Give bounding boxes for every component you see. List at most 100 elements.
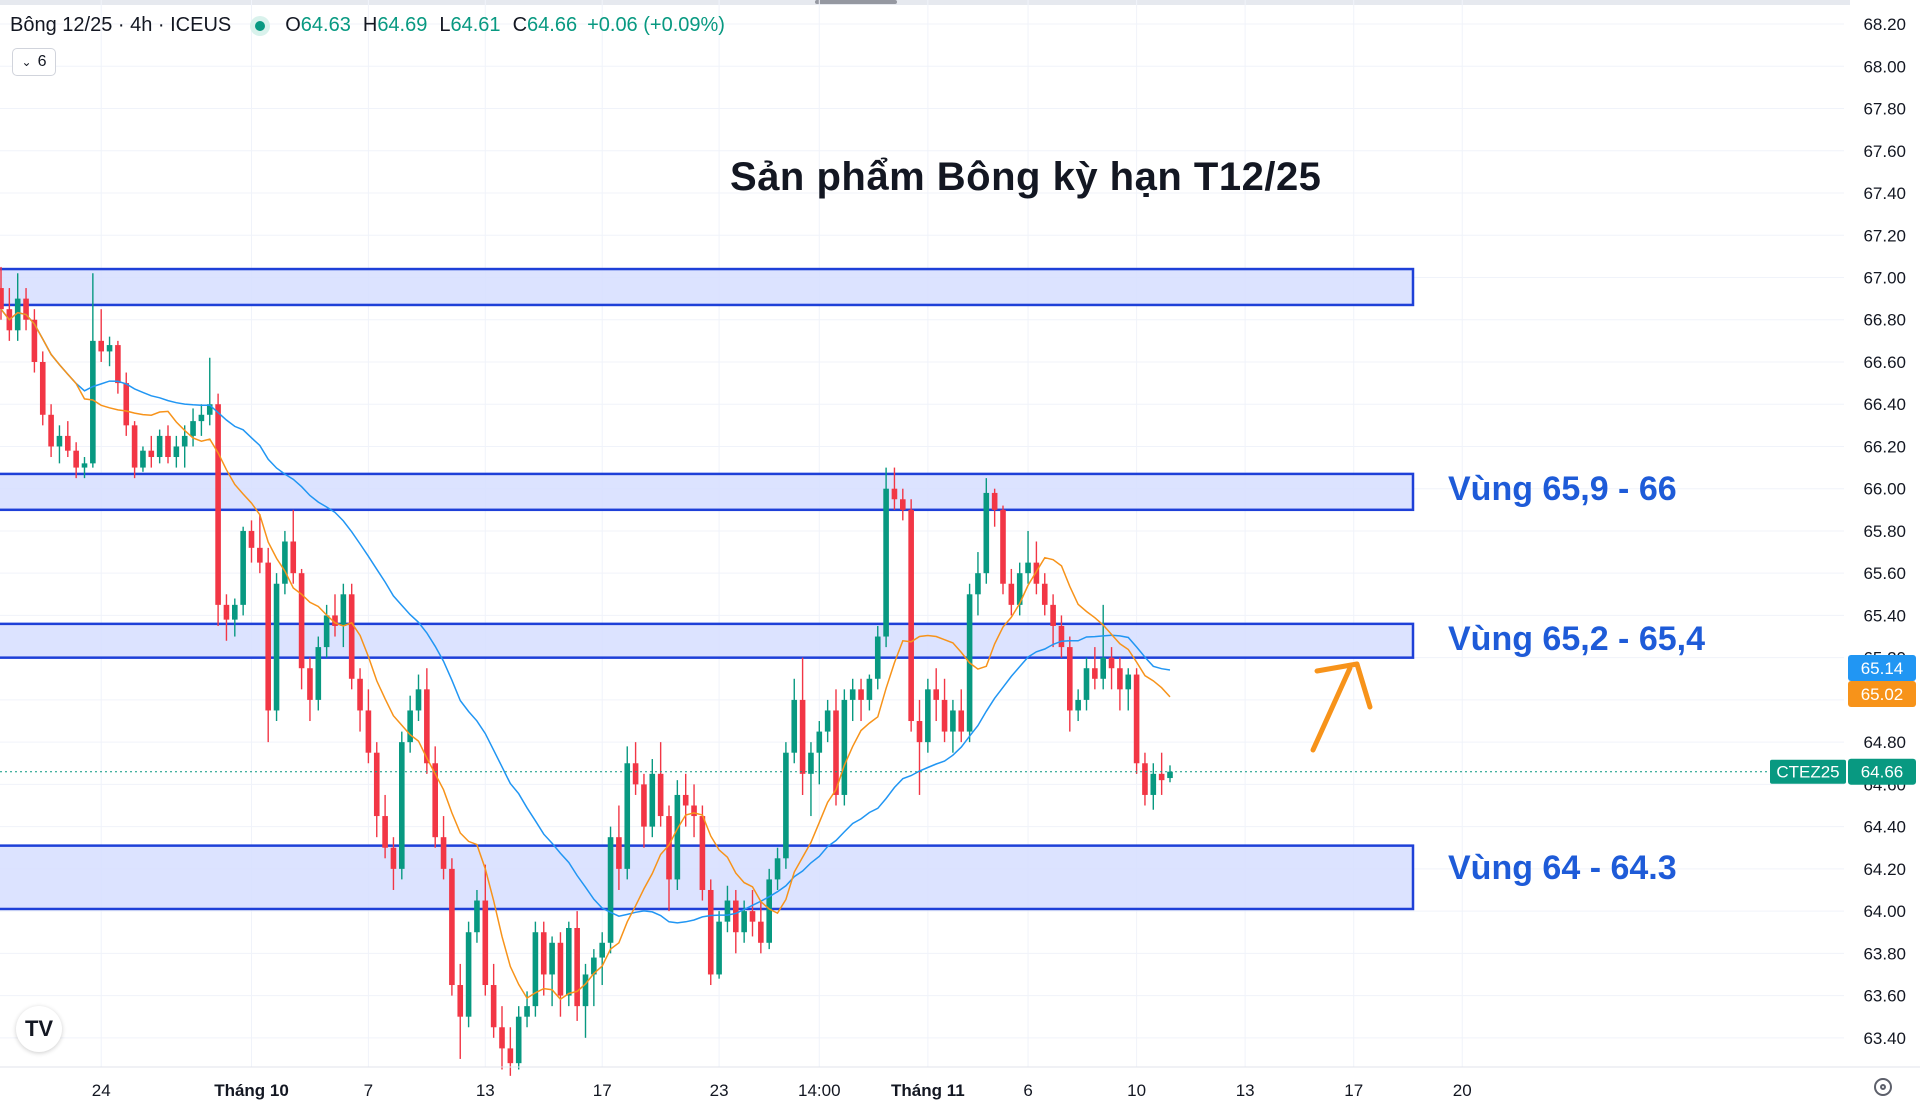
candle-body (265, 562, 271, 711)
candle-body (181, 435, 188, 447)
time-tick-label: 13 (1236, 1081, 1255, 1100)
candle-body (733, 900, 739, 933)
zone-group (0, 267, 1415, 911)
tradingview-logo-icon[interactable]: TV (16, 1006, 62, 1052)
indicators-toggle-button[interactable]: ⌄ 6 (12, 48, 56, 76)
price-tick-label: 67.60 (1863, 142, 1906, 161)
low-value: 64.61 (450, 14, 501, 36)
price-tick-label: 64.40 (1863, 818, 1906, 837)
candle-body (1058, 625, 1065, 648)
indicators-count: 6 (37, 53, 47, 70)
candle-body (858, 689, 864, 700)
candle-body (190, 421, 196, 436)
candle-body (1025, 562, 1031, 574)
candle-body (206, 404, 213, 415)
support-resistance-zone (0, 267, 1415, 307)
candle-body (1033, 562, 1040, 584)
price-tick-label: 65.60 (1863, 564, 1906, 583)
candle-body (348, 594, 355, 679)
candle-body (808, 752, 814, 774)
candle-body (415, 689, 422, 711)
time-tick-label: 20 (1453, 1081, 1472, 1100)
price-tick-label: 64.00 (1863, 902, 1906, 921)
candle-body (198, 414, 205, 422)
candle-body (499, 1027, 505, 1049)
open-label: O (285, 14, 301, 36)
ma-slow-price-tag: 65.14 (1861, 659, 1904, 678)
candle-body (532, 932, 539, 1007)
open-value: 64.63 (300, 14, 351, 36)
candle-body (624, 763, 631, 869)
ma-fast-price-tag-bg (1848, 681, 1916, 707)
candle-body (123, 383, 130, 426)
price-tick-label: 68.00 (1863, 57, 1906, 76)
candle-body (1100, 657, 1106, 679)
candle-body (799, 699, 806, 774)
close-value: 64.66 (527, 14, 578, 36)
price-tick-label: 67.00 (1863, 269, 1906, 288)
price-tick-label: 66.40 (1863, 395, 1906, 414)
last-price-tag-bg (1848, 758, 1916, 785)
candle-body (783, 752, 789, 859)
candle-body (65, 435, 71, 451)
candle-body (390, 847, 397, 869)
settings-gear-icon[interactable] (1874, 1078, 1892, 1096)
candle-body (515, 1016, 522, 1064)
price-tick-label: 63.80 (1863, 944, 1906, 963)
high-value: 64.69 (377, 14, 428, 36)
candle-body (298, 573, 305, 669)
window-drag-bar[interactable] (0, 0, 1920, 5)
candle-body (900, 499, 906, 510)
candle-body (1067, 647, 1073, 711)
candle-body (31, 319, 38, 362)
high-label: H (362, 14, 378, 36)
candle-body (641, 784, 647, 827)
candle-body (749, 911, 756, 922)
candle-body (1133, 674, 1140, 764)
price-tick-label: 67.80 (1863, 100, 1906, 119)
candle-body (941, 699, 948, 732)
candle-body (557, 942, 564, 996)
candle-body (140, 450, 146, 468)
candle-body (1092, 668, 1098, 679)
candle-body (39, 361, 46, 415)
candle-body (215, 404, 221, 605)
price-tick-label: 67.40 (1863, 184, 1906, 203)
candle-body (599, 942, 605, 958)
price-tick-label: 64.80 (1863, 733, 1906, 752)
ticker-tag: CTEZ25 (1776, 763, 1839, 782)
candle-body (682, 794, 689, 806)
candle-body (73, 450, 79, 468)
candle-body (14, 298, 21, 331)
candle-body (1008, 583, 1015, 605)
candle-body (866, 678, 873, 700)
price-tick-label: 65.80 (1863, 522, 1906, 541)
candle-body (56, 435, 63, 447)
candle-body (165, 435, 171, 458)
candle-body (925, 689, 931, 743)
candle-body (373, 752, 380, 817)
candle-body (691, 805, 697, 817)
candle-body (315, 647, 322, 700)
candle-body (98, 340, 104, 352)
candle-body (1075, 699, 1081, 711)
candle-body (1117, 668, 1123, 690)
time-tick-label: 24 (92, 1081, 111, 1100)
candles (0, 266, 1173, 1076)
candle-body (724, 900, 731, 922)
candle-body (81, 463, 88, 468)
candle-body (991, 492, 998, 510)
trend-arrow-icon (1310, 665, 1353, 753)
moving-average-slow (0, 308, 1171, 924)
candle-body (707, 889, 714, 975)
candle-body (240, 530, 246, 605)
candle-body (950, 710, 956, 732)
candle-body (148, 450, 155, 458)
candle-body (332, 615, 338, 626)
ma-slow-price-tag-bg (1848, 655, 1916, 681)
support-resistance-zone (0, 622, 1415, 659)
candle-body (1041, 583, 1048, 605)
candle-body (432, 763, 438, 838)
symbol-title[interactable]: Bông 12/25 · 4h · ICEUS (10, 14, 232, 36)
